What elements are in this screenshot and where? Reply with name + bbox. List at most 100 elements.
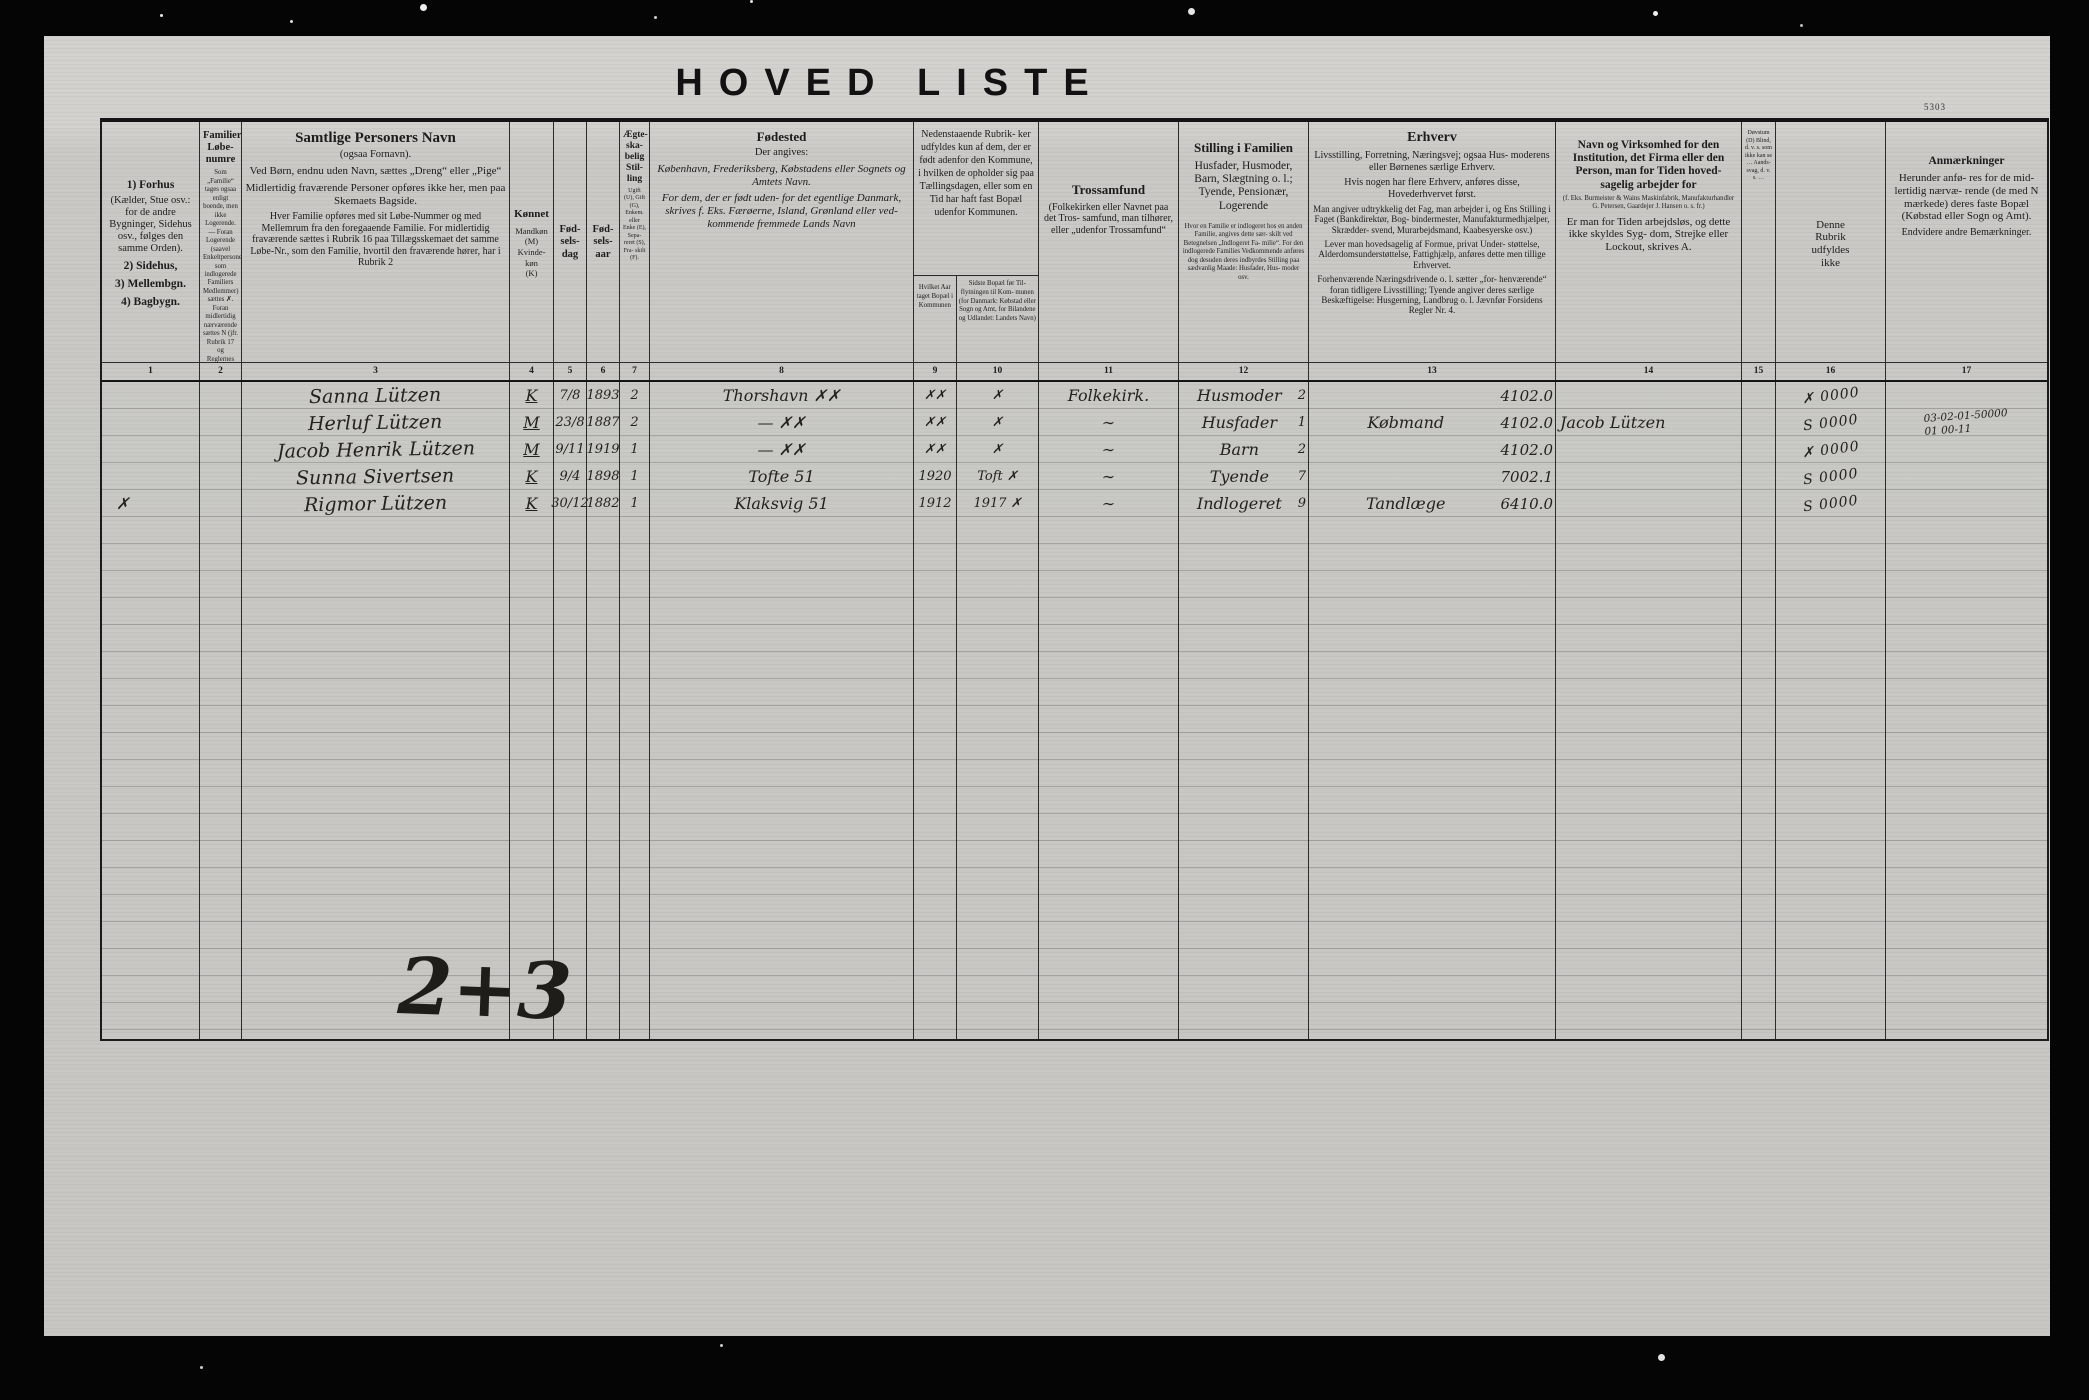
- cell-statistics-mark: S 0000: [1801, 411, 1860, 434]
- table-header: 1) Forhus (Kælder, Stue osv.: for de and…: [102, 122, 2047, 363]
- table-row: Herluf Lützen M 23/8 1887 2 — ✗✗ ✗✗ ✗ ∼ …: [102, 407, 2047, 438]
- cell-occupation-code: 4102.0: [1500, 386, 1554, 405]
- cell-birth-day: 7/8: [559, 388, 581, 403]
- cell-marital-status: 2: [630, 388, 639, 403]
- cell-family-position-number: 1: [1297, 415, 1306, 430]
- cell-birth-day: 9/11: [555, 442, 585, 457]
- cell-family-position-number: 2: [1297, 442, 1306, 457]
- cell-year-settled: ✗✗: [924, 442, 946, 457]
- cell-religion: ∼: [1101, 494, 1116, 513]
- cell-occupation-code: 7002.1: [1500, 467, 1554, 486]
- table-row: Jacob Henrik Lützen M 9/11 1919 1 — ✗✗ ✗…: [102, 436, 2047, 463]
- cell-family-position: Barn: [1219, 440, 1259, 459]
- cell-occupation-code: 4102.0: [1500, 440, 1554, 459]
- header-col-birth-day: Fød- sels- dag: [554, 122, 587, 362]
- cell-marital-status: 2: [630, 415, 639, 430]
- header-col-position-in-family: Stilling i Familien Husfader, Husmoder, …: [1179, 122, 1309, 362]
- cell-last-residence: 1917 ✗: [973, 496, 1022, 511]
- cell-sex: K: [525, 494, 538, 513]
- cell-birth-day: 23/8: [555, 415, 585, 430]
- cell-birth-year: 1919: [586, 442, 620, 457]
- census-table: 1) Forhus (Kælder, Stue osv.: for de and…: [100, 118, 2049, 1041]
- cell-statistics-mark: ✗ 0000: [1800, 438, 1861, 461]
- col-num: 13: [1309, 363, 1556, 380]
- header-col-name: Samtlige Personers Navn (ogsaa Fornavn).…: [242, 122, 510, 362]
- table-row: ✗ Rigmor Lützen K 30/12 1882 1 Klaksvig …: [102, 490, 2047, 517]
- cell-sex: M: [523, 440, 540, 459]
- cell-last-residence: ✗: [992, 415, 1003, 430]
- cell-occupation-code: 4102.0: [1500, 413, 1554, 432]
- cell-marital-status: 1: [630, 442, 639, 457]
- table-row: Sunna Sivertsen K 9/4 1898 1 Tofte 51 19…: [102, 463, 2047, 490]
- form-print-number: 5303: [1924, 102, 1946, 112]
- cell-birth-day: 30/12: [551, 496, 589, 511]
- cell-birth-year: 1887: [586, 415, 620, 430]
- col-num: 2: [200, 363, 242, 380]
- cell-year-settled: ✗✗: [924, 388, 946, 403]
- table-filler: [102, 517, 2047, 1039]
- column-number-row: 1 2 3 4 5 6 7 8 9 10 11 12 13 14 15 16 1…: [102, 363, 2047, 382]
- col-num: 16: [1776, 363, 1886, 380]
- cell-person-name: Herluf Lützen: [308, 410, 443, 435]
- cell-person-name: Rigmor Lützen: [303, 491, 448, 516]
- header-col-employer: Navn og Virksomhed for den Institution, …: [1556, 122, 1742, 362]
- cell-person-name: Sanna Lützen: [309, 383, 442, 408]
- header-group-moved-to-municipality: Nedenstaaende Rubrik- ker udfyldes kun a…: [914, 122, 1039, 362]
- cell-marital-status: 1: [630, 496, 639, 511]
- cell-left-mark: ✗: [116, 494, 130, 513]
- cell-sex: K: [525, 467, 538, 486]
- cell-birthplace: Klaksvig 51: [734, 494, 829, 513]
- header-col-birth-year: Fød- sels- aar: [587, 122, 620, 362]
- cell-last-residence: Toft ✗: [977, 469, 1018, 484]
- census-form-page: HOVED LISTE 5303 1) Forhus (Kælder, Stue…: [44, 36, 2050, 1336]
- table-row: Sanna Lützen K 7/8 1893 2 Thorshavn ✗✗ ✗…: [102, 382, 2047, 409]
- cell-sex: M: [523, 413, 540, 432]
- cell-religion: ∼: [1101, 413, 1116, 432]
- header-col-year-settled: Hvilket Aar taget Bopæl i Kommunen: [914, 276, 957, 362]
- cell-statistics-mark: ✗ 0000: [1800, 384, 1861, 407]
- cell-occupation: Købmand: [1367, 413, 1445, 432]
- col-num: 15: [1742, 363, 1776, 380]
- header-col-family-number: Familiernes Løbe-numre Som „Familie“ tag…: [200, 122, 242, 362]
- cell-occupation: Tandlæge: [1366, 494, 1446, 513]
- header-col-birthplace: Fødested Der angives: København, Frederi…: [650, 122, 914, 362]
- cell-statistics-mark: S 0000: [1801, 492, 1860, 515]
- col-num: 6: [587, 363, 620, 380]
- cell-family-position-number: 2: [1297, 388, 1306, 403]
- header-col-occupation: Erhverv Livsstilling, Forretning, Næring…: [1309, 122, 1556, 362]
- col-num: 11: [1039, 363, 1179, 380]
- cell-birth-year: 1893: [586, 388, 620, 403]
- cell-birthplace: Tofte 51: [748, 467, 815, 486]
- col-num: 10: [957, 363, 1039, 380]
- cell-family-position-number: 7: [1297, 469, 1306, 484]
- col-num: 5: [554, 363, 587, 380]
- cell-religion: Folkekirk.: [1067, 386, 1150, 405]
- cell-last-residence: ✗: [992, 442, 1003, 457]
- table-body: Sanna Lützen K 7/8 1893 2 Thorshavn ✗✗ ✗…: [102, 382, 2047, 1039]
- cell-person-name: Jacob Henrik Lützen: [276, 436, 475, 463]
- page-title: HOVED LISTE: [675, 62, 1105, 104]
- col-num: 1: [102, 363, 200, 380]
- cell-family-position: Indlogeret: [1196, 494, 1282, 513]
- cell-year-settled: 1920: [918, 469, 952, 484]
- cell-sex: K: [525, 386, 538, 405]
- cell-birth-day: 9/4: [559, 469, 581, 484]
- col-num: 4: [510, 363, 554, 380]
- header-col-last-residence: Sidste Bopæl før Til- flytningen til Kom…: [958, 280, 1036, 323]
- header-col-disabilities: Døvstum (D) Blind, d. v. s. som ikke kan…: [1742, 122, 1776, 362]
- header-col-religion: Trossamfund (Folkekirken eller Navnet pa…: [1039, 122, 1179, 362]
- cell-birthplace: — ✗✗: [757, 413, 806, 432]
- header-col-building: 1) Forhus (Kælder, Stue osv.: for de and…: [102, 122, 200, 362]
- cell-family-position: Husmoder: [1197, 386, 1282, 405]
- col-num: 8: [650, 363, 914, 380]
- cell-marital-status: 1: [630, 469, 639, 484]
- cell-person-name: Sunna Sivertsen: [296, 464, 455, 489]
- cell-birth-year: 1898: [586, 469, 620, 484]
- cell-family-position: Husfader: [1201, 413, 1277, 432]
- cell-statistics-mark: S 0000: [1801, 465, 1860, 488]
- col-num: 14: [1556, 363, 1742, 380]
- col-num: 9: [914, 363, 957, 380]
- cell-year-settled: 1912: [918, 496, 952, 511]
- col-num: 7: [620, 363, 650, 380]
- cell-religion: ∼: [1101, 467, 1116, 486]
